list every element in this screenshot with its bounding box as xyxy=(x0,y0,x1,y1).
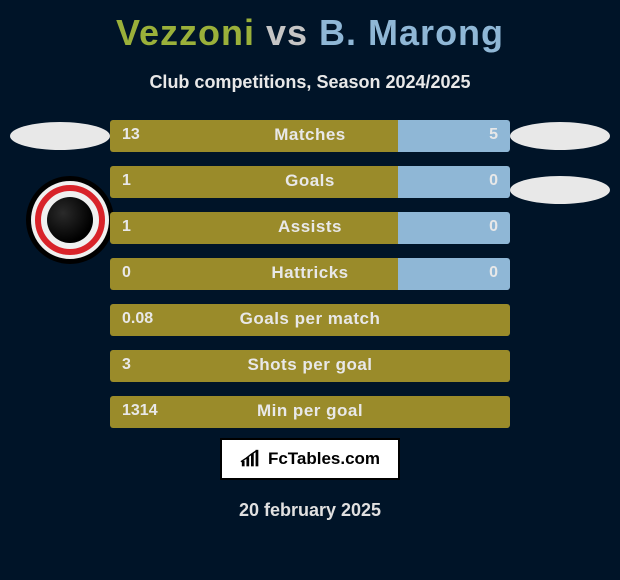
player2-photo-placeholder xyxy=(510,122,610,150)
chart-bars-icon xyxy=(240,449,262,469)
stat-label: Hattricks xyxy=(110,263,510,283)
player1-name: Vezzoni xyxy=(116,12,255,53)
stat-label: Matches xyxy=(110,125,510,145)
vs-separator: vs xyxy=(266,12,308,53)
stat-label: Min per goal xyxy=(110,401,510,421)
stat-value-player2: 0 xyxy=(489,218,498,236)
stat-row: 1Assists0 xyxy=(110,212,510,244)
stat-value-player2: 0 xyxy=(489,264,498,282)
stat-label: Shots per goal xyxy=(110,355,510,375)
stat-value-player2: 0 xyxy=(489,172,498,190)
player2-club-placeholder xyxy=(510,176,610,204)
stat-value-player2: 5 xyxy=(489,126,498,144)
subtitle: Club competitions, Season 2024/2025 xyxy=(0,72,620,93)
stat-label: Assists xyxy=(110,217,510,237)
stat-row: 0.08Goals per match xyxy=(110,304,510,336)
brand-text: FcTables.com xyxy=(268,449,380,469)
stat-label: Goals xyxy=(110,171,510,191)
footer-date: 20 february 2025 xyxy=(0,500,620,521)
club-logo-inner xyxy=(47,197,93,243)
player1-photo-placeholder xyxy=(10,122,110,150)
player1-club-logo xyxy=(26,176,114,264)
stat-row: 1Goals0 xyxy=(110,166,510,198)
stat-row: 3Shots per goal xyxy=(110,350,510,382)
player2-name: B. Marong xyxy=(319,12,504,53)
stats-bars-container: 13Matches51Goals01Assists00Hattricks00.0… xyxy=(110,120,510,442)
stat-row: 0Hattricks0 xyxy=(110,258,510,290)
stat-row: 13Matches5 xyxy=(110,120,510,152)
comparison-title: Vezzoni vs B. Marong xyxy=(0,0,620,54)
brand-badge: FcTables.com xyxy=(220,438,400,480)
stat-row: 1314Min per goal xyxy=(110,396,510,428)
stat-label: Goals per match xyxy=(110,309,510,329)
